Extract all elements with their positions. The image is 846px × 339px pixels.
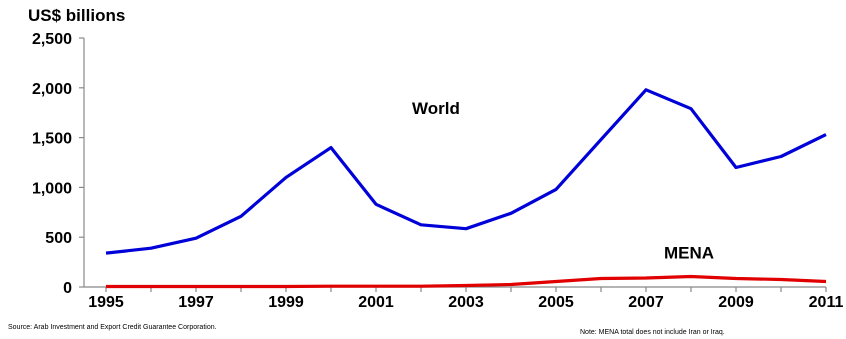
x-tick-label: 2011 [809,294,844,311]
x-tick-label: 1995 [88,294,124,311]
series-line-mena [106,274,827,289]
y-tick-label: 2,000 [32,81,72,98]
source-note: Source: Arab Investment and Export Credi… [8,324,217,331]
x-tick-label: 2001 [358,294,394,311]
x-tick-label: 2007 [628,294,664,311]
series-labels: World MENA [412,99,714,262]
series-lines [105,88,827,289]
y-tick-label: 1,500 [32,131,72,148]
y-tick-label: 0 [63,280,72,297]
y-tick-label: 2,500 [32,31,72,48]
y-axis-label: US$ billions [28,6,126,25]
x-tick-label: 1999 [268,294,304,311]
y-tick-label: 500 [45,230,72,247]
x-tick-label: 2003 [448,294,484,311]
y-tick-label: 1,000 [32,180,72,197]
series-label-mena: MENA [664,244,714,263]
series-line-world [105,88,827,255]
x-tick-label: 2005 [538,294,574,311]
series-label-world: World [412,99,460,118]
axes: 0 500 1,000 1,500 2,000 2,500 1995 1997 1999 2001… [32,31,844,311]
footnote: Note: MENA total does not include Iran o… [580,329,725,336]
x-tick-label: 1997 [178,294,214,311]
x-tick-label: 2009 [718,294,754,311]
